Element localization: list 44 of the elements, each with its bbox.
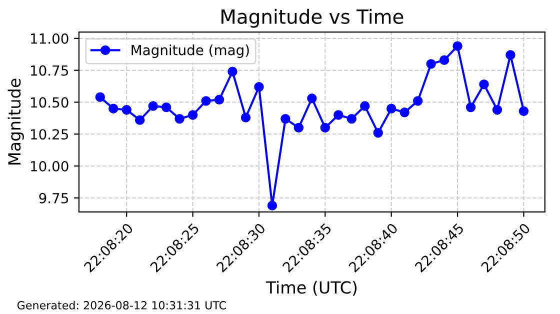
point [386,104,396,114]
point [188,110,198,120]
point [439,55,450,65]
point [400,108,410,118]
point [466,102,476,112]
y-tick-label: 10.25 [31,129,68,140]
point [95,92,105,102]
point [518,106,529,116]
point [267,200,278,210]
point [346,114,356,124]
point [320,122,330,133]
y-tick-label: 11.00 [31,33,68,44]
text: Generated: 2026-08-12 10:31:31 UTC [17,300,226,310]
point [360,101,370,111]
point [334,110,344,120]
point [307,94,317,104]
point [174,114,184,124]
point [412,96,423,106]
point [479,79,489,90]
y-tick-label: 9.75 [39,192,68,204]
chart-title: Magnitude vs Time [222,8,404,28]
y-tick-label: 10.00 [31,160,68,172]
point [492,105,502,115]
point [214,94,224,105]
point [134,115,145,125]
point [122,105,132,115]
x-axis-title: Time (UTC) [266,280,357,296]
y-tick-label: 10.50 [31,97,68,108]
point [254,82,264,92]
point [294,122,304,133]
point [108,104,118,114]
point [426,59,436,69]
legend-label: Magnitude (mag) [132,44,249,58]
point [201,96,211,106]
point [228,66,238,76]
point [280,114,290,124]
y-tick-label: 10.75 [31,65,68,76]
point [506,50,516,60]
point [240,112,251,122]
point [148,101,158,111]
point [161,102,172,112]
point [452,41,462,51]
point [373,128,383,138]
y-axis-title: Magnitude [8,78,24,165]
